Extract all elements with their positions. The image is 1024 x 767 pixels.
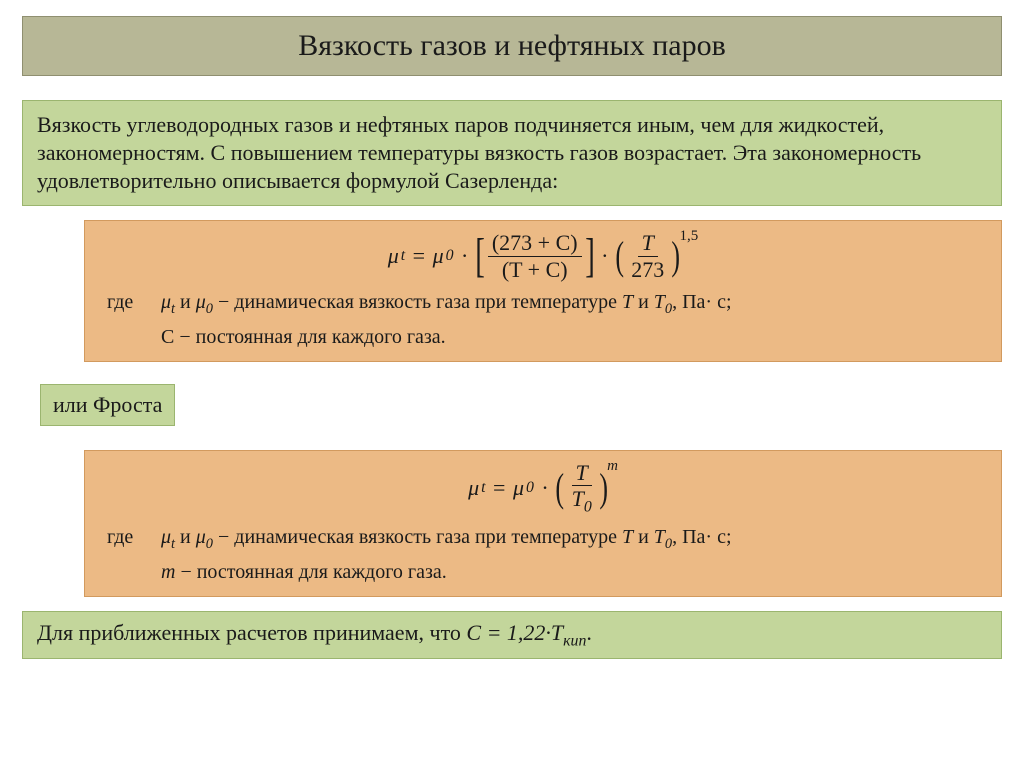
- frost-where: где μt и μ0 − динамическая вязкость газа…: [107, 526, 979, 584]
- close-paren-icon: ): [672, 236, 681, 276]
- sutherland-formula: μt = μ0 · [ (273 + C) (T + C) ] · ( T 27…: [107, 231, 979, 280]
- slide-title: Вязкость газов и нефтяных паров: [33, 29, 991, 63]
- frost-box: μt = μ0 · ( T T0 ) m где μt и μ0 − динам…: [84, 450, 1002, 597]
- frost-where-body: μt и μ0 − динамическая вязкость газа при…: [161, 526, 732, 584]
- open-paren-icon: (: [556, 468, 565, 508]
- open-paren-icon: (: [615, 236, 624, 276]
- frost-where-line1: μt и μ0 − динамическая вязкость газа при…: [161, 526, 732, 553]
- frost-label-box: или Фроста: [40, 384, 175, 426]
- sutherland-frac2: T 273: [627, 231, 668, 280]
- frost-formula: μt = μ0 · ( T T0 ) m: [107, 461, 979, 516]
- sutherland-box: μt = μ0 · [ (273 + C) (T + C) ] · ( T 27…: [84, 220, 1002, 361]
- intro-paragraph-box: Вязкость углеводородных газов и нефтяных…: [22, 100, 1002, 206]
- sutherland-where-line1: μt и μ0 − динамическая вязкость газа при…: [161, 291, 732, 318]
- footnote-box: Для приближенных расчетов принимаем, что…: [22, 611, 1002, 659]
- sutherland-where: где μt и μ0 − динамическая вязкость газа…: [107, 291, 979, 349]
- sutherland-frac1: (273 + C) (T + C): [488, 231, 582, 280]
- frost-label: или Фроста: [53, 392, 162, 417]
- open-bracket-icon: [: [475, 232, 485, 280]
- sutherland-where-body: μt и μ0 − динамическая вязкость газа при…: [161, 291, 732, 349]
- intro-text: Вязкость углеводородных газов и нефтяных…: [37, 112, 921, 193]
- close-bracket-icon: ]: [585, 232, 595, 280]
- frost-where-line2: m − постоянная для каждого газа.: [161, 561, 732, 584]
- slide-title-bar: Вязкость газов и нефтяных паров: [22, 16, 1002, 76]
- close-paren-icon: ): [599, 468, 608, 508]
- sutherland-where-line2: С − постоянная для каждого газа.: [161, 326, 732, 349]
- frost-frac: T T0: [568, 461, 596, 516]
